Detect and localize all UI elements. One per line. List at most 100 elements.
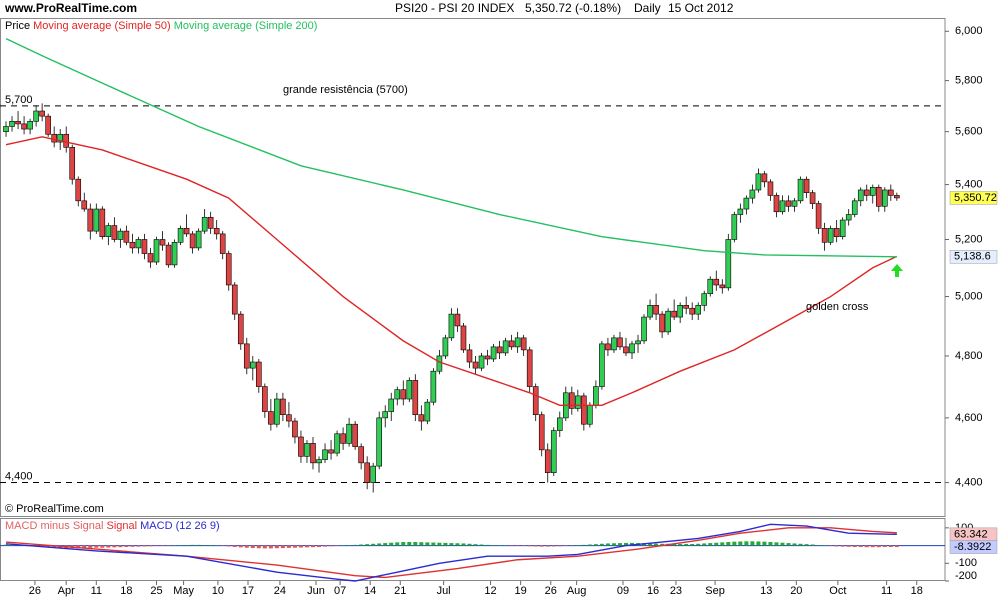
x-tick-label: 24 [274, 585, 286, 597]
cross-arrow [891, 264, 903, 277]
histogram-bar [593, 544, 598, 546]
legend-ma200: Moving average (Simple 200) [174, 20, 318, 32]
histogram-bar [503, 545, 508, 547]
histogram-bar [461, 543, 466, 546]
candle-body [310, 443, 316, 464]
candle-body [231, 284, 238, 315]
histogram-bar [648, 543, 653, 546]
legend-ma50: Moving average (Simple 50) [33, 20, 171, 32]
histogram-bar [413, 542, 418, 546]
histogram-bar [714, 542, 719, 546]
candle-body [412, 380, 419, 416]
histogram-bar [870, 545, 875, 548]
x-tick-label: 16 [647, 585, 659, 597]
candle-body [695, 305, 702, 315]
histogram-bar [822, 545, 827, 547]
quote: 5,350.72 (-0.18%) [525, 1, 621, 15]
candle-body [87, 208, 94, 232]
x-tick-label: 07 [334, 585, 346, 597]
annotation: grande resistência (5700) [283, 84, 408, 96]
x-tick-label: 11 [91, 585, 102, 597]
candle-body [117, 230, 124, 240]
histogram-bar [160, 545, 165, 547]
candle-body [219, 233, 226, 254]
histogram-bar [148, 545, 153, 547]
candle-body [358, 446, 364, 464]
candle-body [286, 414, 292, 422]
legend: Price Moving average (Simple 50) Moving … [5, 20, 317, 32]
candle-body [623, 346, 629, 354]
x-tick-label: 17 [242, 585, 254, 597]
candle-body [298, 436, 304, 457]
histogram-bar [365, 544, 370, 546]
histogram-bar [611, 543, 616, 546]
candle-body [731, 214, 738, 240]
candle-body [105, 225, 112, 237]
candle-body [484, 355, 491, 360]
y-tick-label: 4,800 [955, 350, 983, 362]
histogram-bar [425, 542, 430, 546]
candle-body [304, 443, 310, 457]
candle-body [45, 115, 51, 135]
candle-body [725, 239, 732, 289]
histogram-bar [750, 541, 755, 546]
value-tag-label: 63.342 [954, 528, 988, 540]
histogram-bar [744, 541, 749, 546]
candle-body [683, 305, 689, 309]
candle-body [147, 253, 154, 263]
candle-body [719, 284, 726, 289]
candle-body [123, 230, 130, 243]
histogram-bar [377, 543, 382, 546]
candle-body [442, 337, 449, 357]
candle-body [532, 386, 539, 416]
value-tag-label: 5,350.72 [954, 192, 997, 204]
legend-price: Price [5, 20, 30, 32]
candle-body [364, 462, 370, 483]
legend-macd: MACD [140, 520, 172, 532]
candle-body [779, 200, 786, 213]
candle-body [863, 189, 870, 196]
histogram-bar [762, 541, 767, 546]
candle-body [243, 343, 250, 369]
histogram-bar [46, 545, 51, 547]
y-tick-label: 4,600 [955, 412, 983, 424]
x-tick-label: 26 [545, 585, 557, 597]
histogram-bar [329, 545, 334, 547]
histogram-bar [798, 543, 803, 546]
histogram-bar [172, 545, 177, 547]
histogram-bar [335, 545, 340, 547]
candle-body [875, 186, 882, 207]
indicator-line [5, 136, 898, 406]
histogram-bar [292, 545, 297, 548]
candle-body [274, 398, 280, 425]
x-tick-label: 10 [212, 585, 224, 597]
candle-body [707, 278, 714, 294]
x-tick-label: 21 [394, 585, 406, 597]
histogram-bar [852, 545, 857, 547]
candle-body [665, 310, 671, 333]
x-tick-label: 18 [911, 585, 923, 597]
candle-body [195, 230, 202, 249]
candle-body [593, 386, 599, 406]
candle-body [177, 228, 184, 243]
histogram-bar [533, 545, 538, 547]
candle-body [833, 228, 840, 237]
candle-body [502, 340, 509, 354]
candle-body [430, 370, 437, 403]
candle-body [268, 411, 274, 425]
x-tick-label: Aug [567, 585, 587, 597]
candle-body [183, 228, 190, 235]
candle-body [352, 423, 358, 447]
candle-body [39, 110, 45, 117]
histogram-bar [310, 545, 315, 548]
candle-body [647, 305, 653, 318]
histogram-bar [136, 545, 141, 547]
histogram-bar [599, 543, 604, 546]
annotation: golden cross [806, 301, 869, 313]
candle-body [490, 346, 497, 360]
histogram-bar [605, 543, 610, 546]
x-tick-label: 18 [120, 585, 132, 597]
macd-legend: MACD minus Signal Signal MACD (12 26 9) [5, 520, 220, 532]
candle-body [845, 214, 852, 221]
